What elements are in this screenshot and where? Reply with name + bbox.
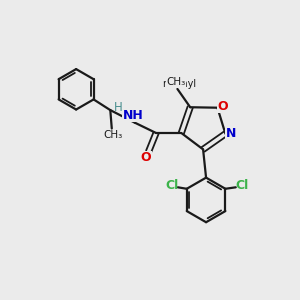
Text: H: H [114,100,123,114]
Text: Cl: Cl [165,179,178,192]
Text: N: N [226,127,236,140]
Text: O: O [140,152,151,164]
Text: NH: NH [123,109,144,122]
Text: CH₃: CH₃ [166,77,186,87]
Text: O: O [218,100,228,113]
Text: CH₃: CH₃ [103,130,123,140]
Text: Cl: Cl [235,179,248,192]
Text: methyl: methyl [162,79,196,88]
